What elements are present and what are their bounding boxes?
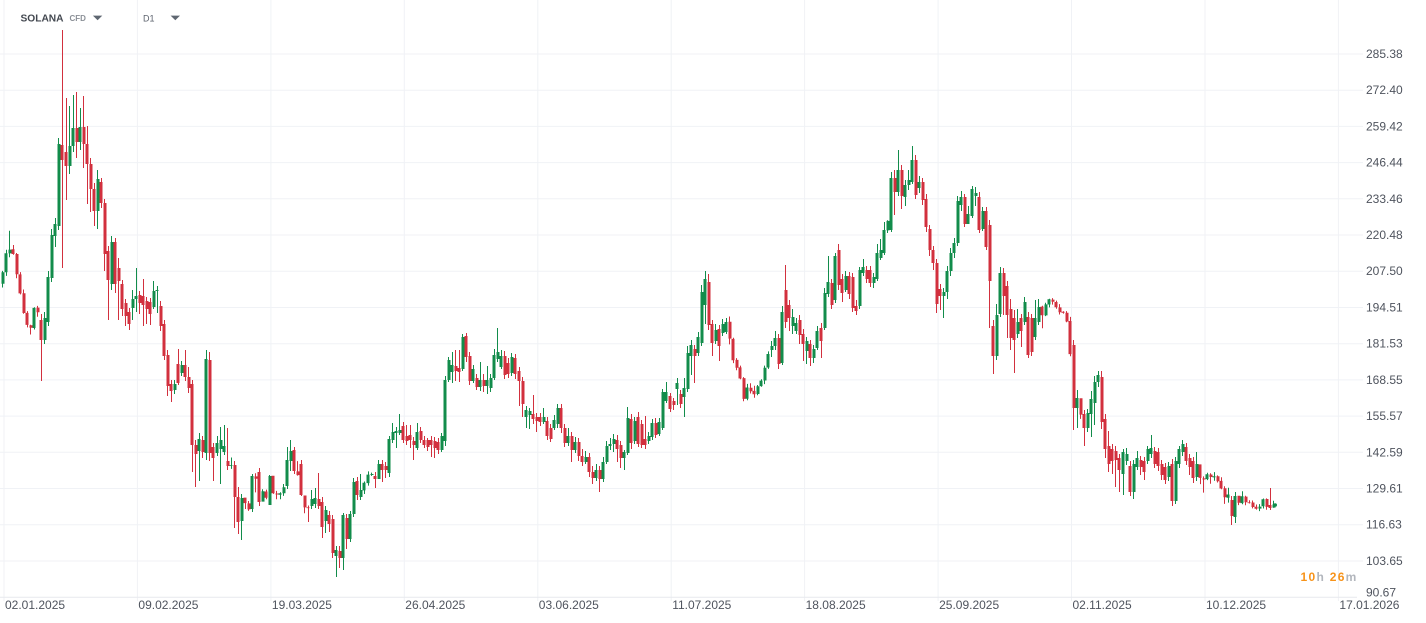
svg-text:116.63: 116.63 (1366, 518, 1402, 532)
svg-text:181.53: 181.53 (1366, 337, 1403, 351)
svg-text:207.50: 207.50 (1366, 264, 1403, 278)
svg-text:26.04.2025: 26.04.2025 (405, 598, 465, 612)
svg-text:02.11.2025: 02.11.2025 (1073, 598, 1132, 612)
svg-text:18.08.2025: 18.08.2025 (806, 598, 866, 612)
svg-text:272.40: 272.40 (1366, 83, 1403, 97)
svg-text:09.02.2025: 09.02.2025 (138, 598, 198, 612)
svg-text:259.42: 259.42 (1366, 119, 1403, 133)
svg-text:D1: D1 (143, 13, 155, 23)
svg-text:11.07.2025: 11.07.2025 (672, 598, 731, 612)
svg-text:SOLANA: SOLANA (21, 14, 65, 25)
svg-text:142.59: 142.59 (1366, 445, 1403, 459)
svg-text:10h 26m: 10h 26m (1301, 570, 1358, 584)
svg-text:246.44: 246.44 (1366, 156, 1403, 170)
svg-text:19.03.2025: 19.03.2025 (272, 598, 332, 612)
svg-text:103.65: 103.65 (1366, 554, 1403, 568)
svg-text:129.61: 129.61 (1366, 482, 1403, 496)
svg-text:17.01.2026: 17.01.2026 (1339, 598, 1399, 612)
svg-text:155.57: 155.57 (1366, 409, 1403, 423)
svg-text:168.55: 168.55 (1366, 373, 1403, 387)
svg-text:194.51: 194.51 (1366, 301, 1403, 315)
svg-text:10.12.2025: 10.12.2025 (1206, 598, 1266, 612)
svg-text:25.09.2025: 25.09.2025 (939, 598, 999, 612)
svg-text:02.01.2025: 02.01.2025 (5, 598, 65, 612)
svg-text:CFD: CFD (70, 14, 87, 23)
svg-text:285.38: 285.38 (1366, 47, 1403, 61)
svg-text:90.67: 90.67 (1366, 586, 1396, 600)
svg-text:233.46: 233.46 (1366, 192, 1403, 206)
svg-text:220.48: 220.48 (1366, 228, 1403, 242)
svg-text:03.06.2025: 03.06.2025 (539, 598, 599, 612)
